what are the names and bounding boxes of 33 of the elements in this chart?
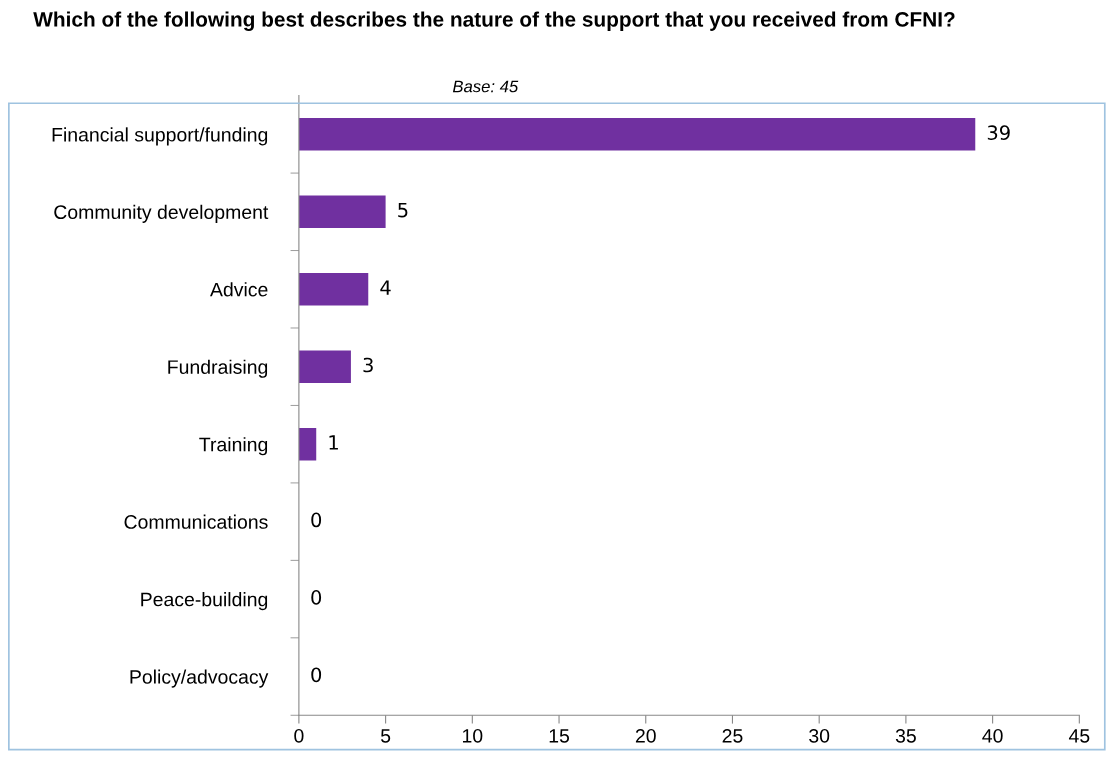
x-tick-label: 20: [635, 728, 656, 743]
bar: [298, 427, 317, 461]
y-tick-label: Policy/advocacy: [130, 669, 269, 688]
data-label: 0: [311, 512, 322, 528]
data-label: 4: [380, 280, 391, 295]
x-tick-label: 25: [722, 728, 743, 743]
y-tick-label: Training: [199, 437, 268, 456]
bar: [298, 195, 386, 229]
y-tick-label: Communications: [124, 514, 268, 529]
x-tick-label: 15: [549, 729, 570, 743]
data-label: 0: [311, 667, 322, 683]
data-label: 5: [398, 203, 408, 218]
text: Base: 45: [452, 80, 519, 93]
y-tick-label: Financial support/funding: [52, 127, 268, 146]
y-tick-label: Community development: [54, 204, 269, 223]
x-tick-label: 35: [895, 728, 916, 743]
x-tick-label: 40: [982, 728, 1003, 743]
x-tick-label: 10: [462, 728, 483, 743]
bar: [298, 118, 976, 151]
y-tick-label: Peace-building: [141, 592, 268, 611]
data-label: 3: [363, 357, 373, 373]
x-tick-label: 5: [380, 729, 391, 743]
bar: [298, 273, 369, 306]
y-tick-label: Fundraising: [168, 359, 268, 378]
chart-title: Which of the following best describes the nature of the support that you received from CFNI?: [33, 11, 955, 31]
data-label: 39: [987, 125, 1010, 140]
bar: [298, 350, 351, 383]
x-tick-label: 30: [809, 728, 830, 743]
data-label: 1: [329, 435, 338, 450]
x-tick-label: 0: [294, 728, 304, 743]
y-tick-label: Advice: [210, 282, 268, 297]
x-tick-label: 45: [1068, 729, 1090, 743]
data-label: 0: [311, 590, 322, 605]
